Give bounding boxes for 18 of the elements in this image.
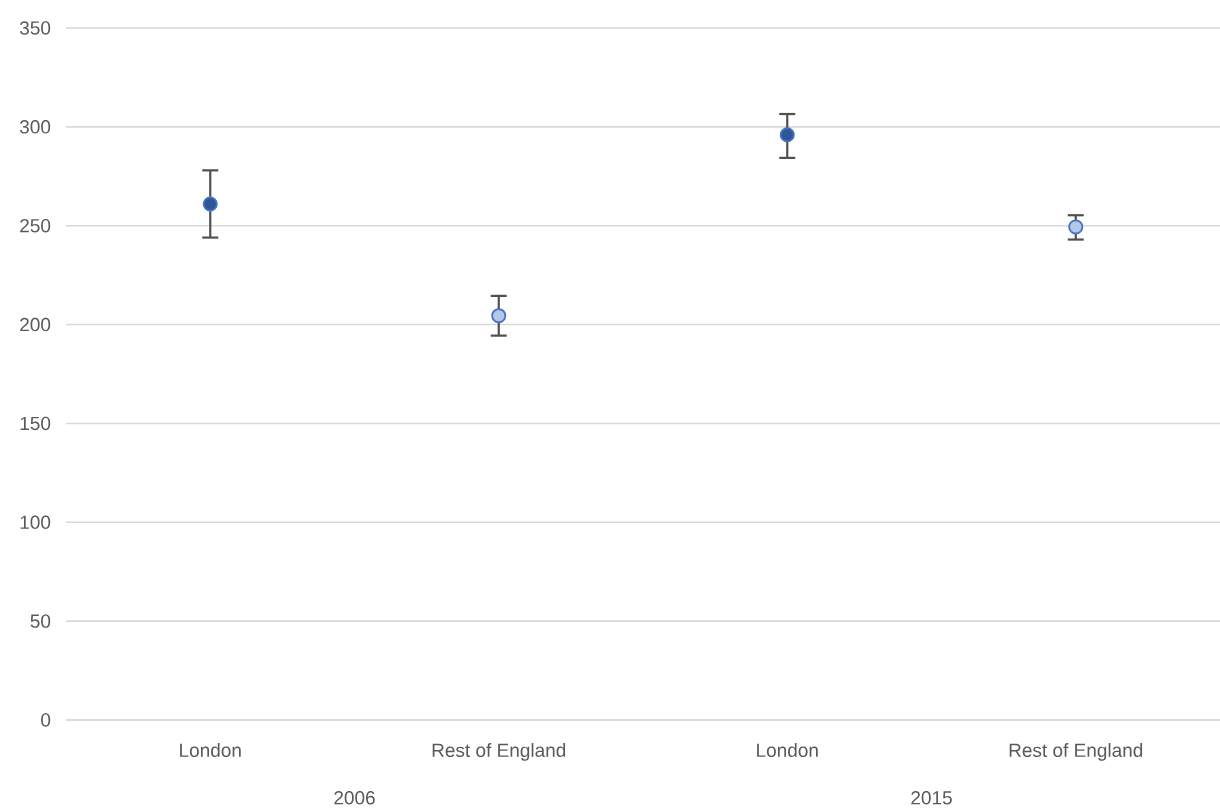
point xyxy=(491,308,507,324)
y-tick-label: 350 xyxy=(19,21,51,35)
x-tick-label: Rest of England xyxy=(432,743,566,761)
x-tick-label: London xyxy=(757,743,818,758)
x-tick-label: Rest of England xyxy=(1009,743,1143,761)
y-tick-label: 300 xyxy=(19,120,51,134)
y-tick-label: 150 xyxy=(20,416,51,431)
point xyxy=(779,127,795,143)
y-tick-label: 0 xyxy=(41,713,51,727)
y-tick-label: 50 xyxy=(30,614,51,628)
text: 2015 xyxy=(911,791,952,805)
text: 2006 xyxy=(334,791,375,805)
point xyxy=(202,196,218,212)
y-tick-label: 250 xyxy=(20,218,51,233)
y-tick-label: 100 xyxy=(20,515,51,530)
x-tick-label: London xyxy=(180,743,241,758)
point xyxy=(1068,219,1084,235)
y-tick-label: 200 xyxy=(20,317,51,332)
